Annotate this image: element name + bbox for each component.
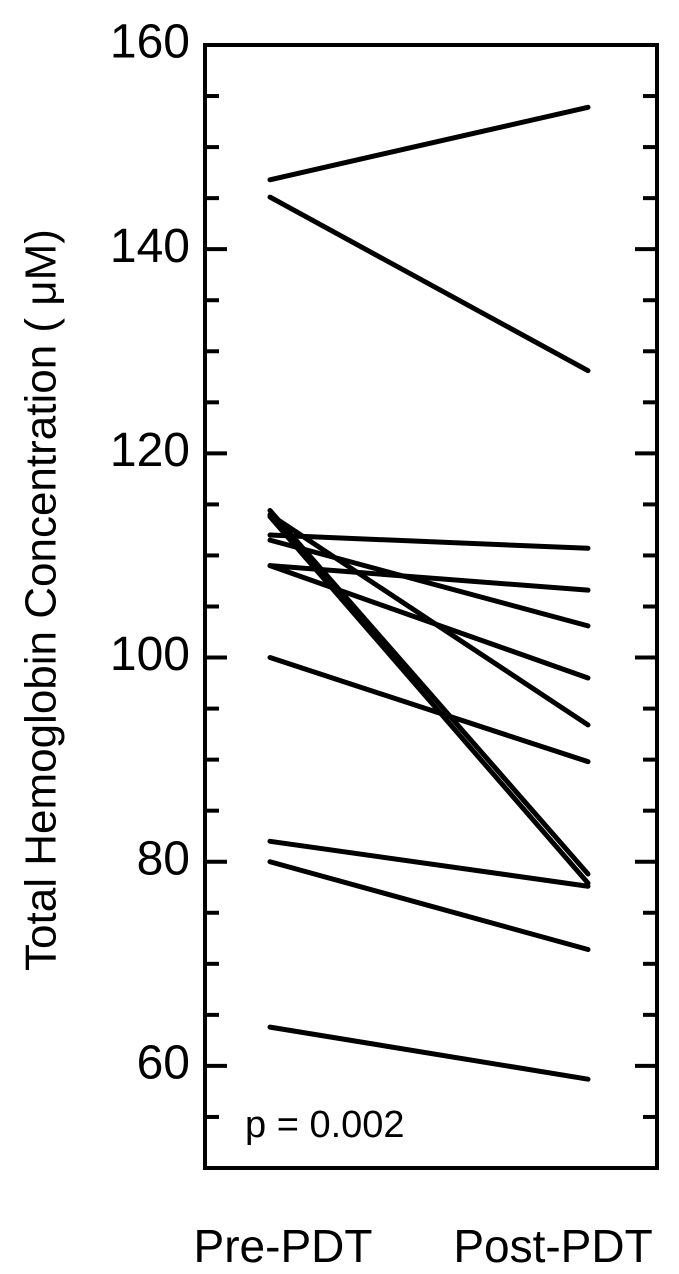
pair-line xyxy=(267,512,591,728)
pair-line xyxy=(267,838,591,889)
pair-line xyxy=(267,537,591,629)
y-tick-label: 120 xyxy=(110,424,190,477)
x-tick-label: Post-PDT xyxy=(453,1220,652,1272)
y-tick-label: 80 xyxy=(137,832,190,885)
plot-frame xyxy=(203,43,659,1170)
y-tick-label: 140 xyxy=(110,220,190,273)
annotation: p = 0.002 xyxy=(245,1104,405,1146)
pair-line xyxy=(267,1024,591,1082)
y-tick-label: 100 xyxy=(110,628,190,681)
pair-line xyxy=(267,563,591,593)
y-tick-label: 160 xyxy=(110,16,190,69)
pair-line xyxy=(267,194,591,374)
pair-line xyxy=(267,514,591,886)
y-tick-label: 60 xyxy=(137,1037,190,1090)
y-axis-label: Total Hemoglobin Concentration ( μM) xyxy=(17,229,66,971)
pair-line xyxy=(267,532,591,551)
pair-line xyxy=(267,655,591,765)
x-tick-label: Pre-PDT xyxy=(194,1220,373,1272)
pair-line xyxy=(267,104,591,183)
pair-line xyxy=(267,859,591,953)
